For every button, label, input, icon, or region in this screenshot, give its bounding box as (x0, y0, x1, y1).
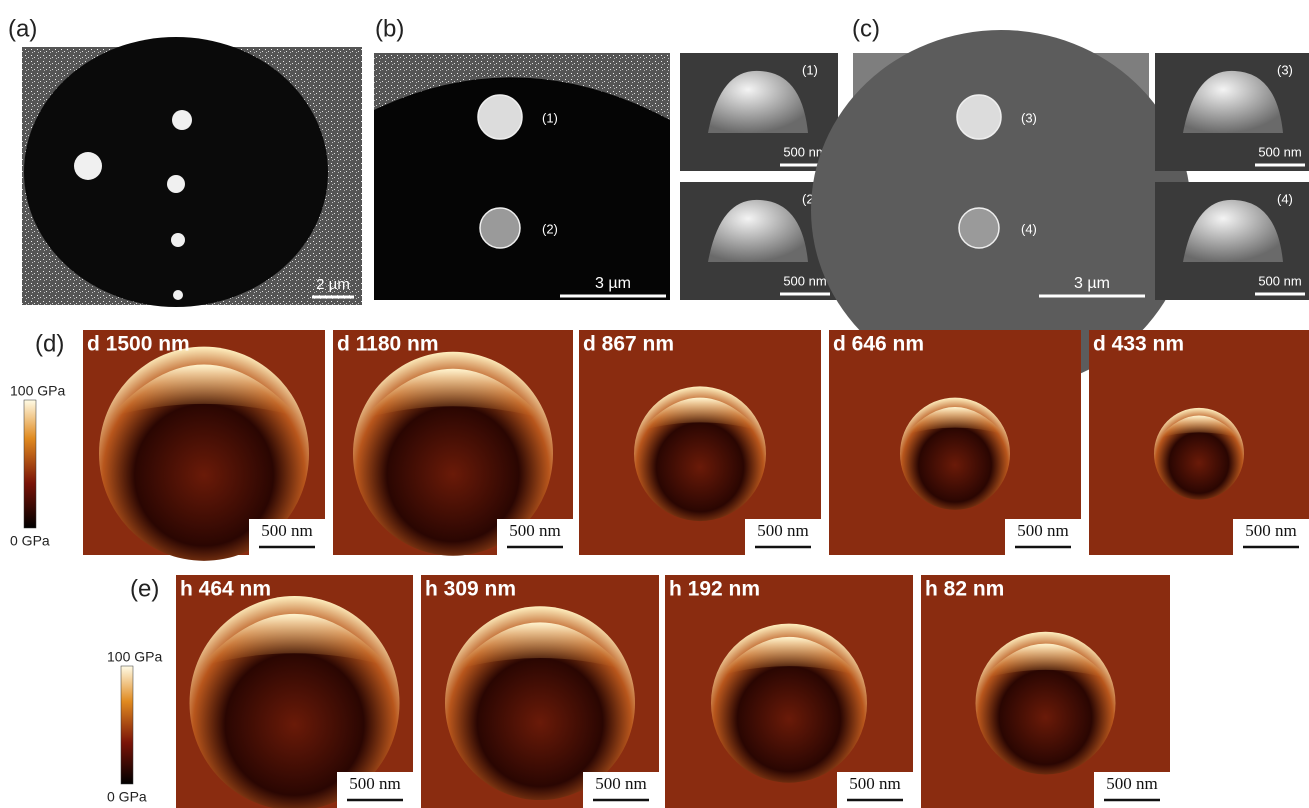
dome (708, 199, 808, 262)
modulus-map: h 309 nm 500 nm (421, 575, 659, 808)
scale-box (745, 519, 821, 555)
stiff-cap (454, 622, 626, 670)
scale-box (249, 519, 325, 555)
map-title: d 1500 nm (87, 333, 190, 356)
particle (173, 290, 183, 300)
colorbar-min: 0 GPa (10, 533, 50, 549)
particle (172, 110, 192, 130)
scale-label: 500 nm (849, 774, 900, 793)
stiff-cap (200, 613, 389, 667)
dome (1183, 199, 1283, 262)
scale-label: 500 nm (1017, 521, 1068, 540)
stiff-cap (109, 364, 299, 417)
colorbar (23, 399, 37, 529)
particle (956, 94, 1002, 140)
map-title: d 646 nm (833, 333, 924, 356)
particle (74, 152, 102, 180)
scale-label: 500 nm (261, 521, 312, 540)
colorbar (120, 665, 134, 785)
panel-label: (e) (130, 575, 159, 602)
dome (1183, 70, 1283, 133)
map-title: h 192 nm (669, 578, 760, 601)
particle (167, 175, 185, 193)
scale-label: 500 nm (509, 521, 560, 540)
map-title: d 1180 nm (337, 333, 439, 356)
map-title: h 464 nm (180, 578, 271, 601)
map-title: d 867 nm (583, 333, 674, 356)
modulus-map: h 192 nm 500 nm (665, 575, 913, 808)
panel-label: (c) (852, 15, 880, 42)
dome (708, 70, 808, 133)
particle (171, 233, 185, 247)
hole (811, 30, 1191, 390)
inset-marker: (1) (802, 62, 818, 77)
scale-box (1233, 519, 1309, 555)
inset-marker: (4) (1277, 191, 1293, 206)
scale-label: 500 nm (783, 144, 826, 159)
scale-box (337, 772, 413, 808)
stiff-cap (905, 407, 1005, 435)
particle-marker: (4) (1021, 221, 1037, 236)
scale-label: 500 nm (349, 774, 400, 793)
hole (24, 37, 328, 307)
scale-label: 500 nm (783, 273, 826, 288)
stiff-cap (640, 397, 760, 431)
modulus-map: h 82 nm 500 nm (921, 575, 1170, 808)
scale-label: 500 nm (1258, 273, 1301, 288)
modulus-map: h 464 nm 500 nm (176, 575, 413, 808)
modulus-map: d 433 nm 500 nm (1089, 330, 1309, 555)
scale-box (1005, 519, 1081, 555)
scale-box (583, 772, 659, 808)
panel-label: (a) (8, 15, 37, 42)
scale-label: 500 nm (1106, 774, 1157, 793)
scale-label: 500 nm (1258, 144, 1301, 159)
map-title: h 82 nm (925, 578, 1004, 601)
modulus-map: d 867 nm 500 nm (579, 330, 821, 555)
particle (479, 207, 521, 249)
panel-label: (d) (35, 330, 64, 357)
stiff-cap (1158, 415, 1240, 438)
colorbar-min: 0 GPa (107, 789, 147, 805)
scale-box (1094, 772, 1170, 808)
modulus-map: d 1500 nm 500 nm (83, 330, 325, 561)
scale-box (837, 772, 913, 808)
map-title: h 309 nm (425, 578, 516, 601)
colorbar-max: 100 GPa (10, 383, 65, 399)
inset-marker: (3) (1277, 62, 1293, 77)
colorbar-max: 100 GPa (107, 649, 162, 665)
particle-marker: (2) (542, 221, 558, 236)
scale-box (497, 519, 573, 555)
particle (477, 94, 523, 140)
scale-label: 500 nm (595, 774, 646, 793)
scale-label: 2 µm (316, 276, 350, 293)
particle (958, 207, 1000, 249)
hole-edge (374, 53, 670, 120)
stiff-cap (718, 636, 860, 676)
panel-label: (b) (375, 15, 404, 42)
modulus-map: d 646 nm 500 nm (829, 330, 1081, 555)
scale-label: 3 µm (595, 275, 631, 292)
particle-marker: (1) (542, 110, 558, 125)
scale-label: 500 nm (1245, 521, 1296, 540)
particle-marker: (3) (1021, 110, 1037, 125)
modulus-map: d 1180 nm 500 nm (333, 330, 573, 556)
scale-label: 500 nm (757, 521, 808, 540)
scale-label: 3 µm (1074, 275, 1110, 292)
map-title: d 433 nm (1093, 333, 1184, 356)
stiff-cap (363, 368, 543, 419)
stiff-cap (982, 643, 1109, 679)
